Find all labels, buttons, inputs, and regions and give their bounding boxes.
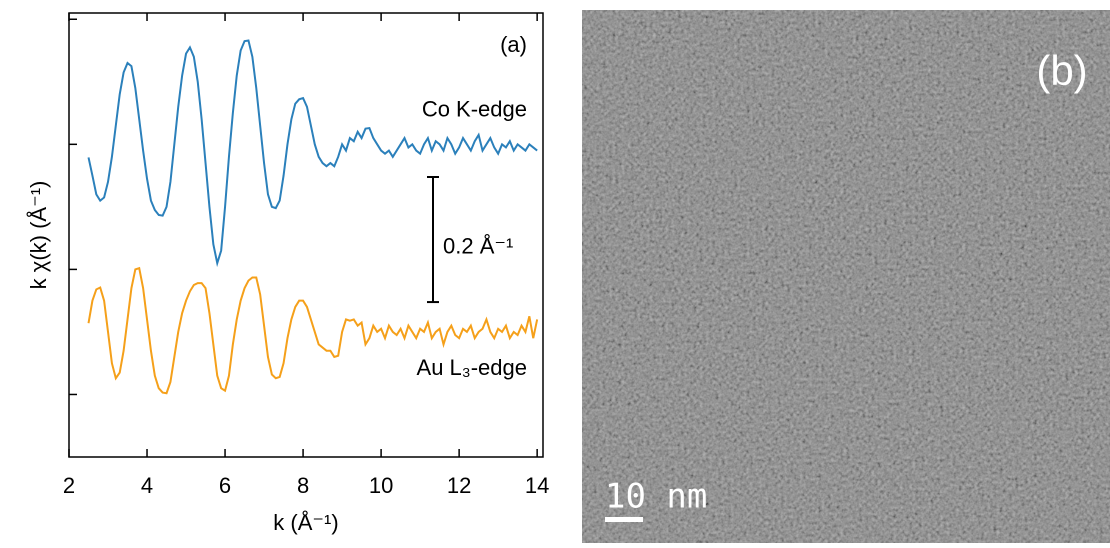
y-axis-label: k χ(k) (Å⁻¹) (26, 181, 51, 290)
scale-bar-label: 10 nm (605, 477, 707, 517)
chart-panel: 2 4 6 8 10 12 14 k (Å⁻¹) k χ(k) (Å⁻¹) (a) Co K-edg… (26, 12, 549, 535)
series-line (87, 266, 539, 395)
x-tick-label: 12 (447, 473, 471, 498)
plot-frame (68, 12, 544, 458)
panel-label: (b) (1036, 47, 1087, 94)
tem-image-panel: (b) 10 nm (582, 10, 1110, 543)
x-tick-label: 8 (297, 473, 309, 498)
series-line (87, 39, 538, 268)
scale-bar-label: 0.2 Å⁻¹ (443, 233, 513, 258)
tem-texture (582, 10, 1110, 543)
x-tick-label: 14 (525, 473, 549, 498)
series-label: Co K-edge (422, 96, 527, 121)
x-tick-label: 2 (63, 473, 75, 498)
x-tick-label: 4 (141, 473, 153, 498)
x-tick-label: 10 (369, 473, 393, 498)
panel-label: (a) (500, 32, 527, 57)
x-axis-label: k (Å⁻¹) (273, 510, 338, 535)
scale-bar (605, 517, 643, 522)
x-tick-label: 6 (219, 473, 231, 498)
series-label: Au L₃-edge (417, 355, 527, 380)
